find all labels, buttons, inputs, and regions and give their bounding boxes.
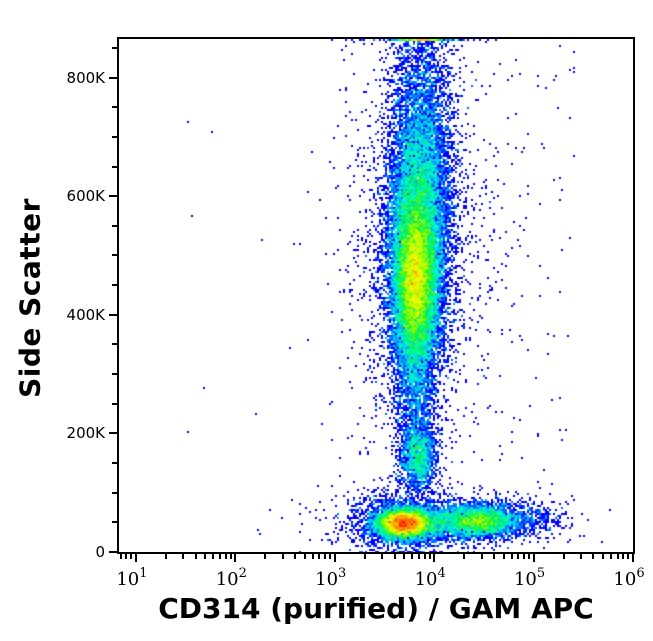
y-tick-label: 200K xyxy=(66,424,105,443)
y-tick-label: 0 xyxy=(95,543,105,561)
y-minor-tick xyxy=(112,254,117,257)
x-axis-title: CD314 (purified) / GAM APC xyxy=(158,592,594,625)
x-minor-tick xyxy=(393,554,396,559)
y-minor-tick xyxy=(112,284,117,287)
x-minor-tick xyxy=(318,554,321,559)
x-minor-tick xyxy=(517,554,520,559)
x-tick-label: 102 xyxy=(215,566,247,590)
y-axis-title: Side Scatter xyxy=(13,198,47,398)
y-minor-tick xyxy=(112,46,117,49)
density-scatter-canvas xyxy=(119,39,633,552)
x-minor-tick xyxy=(493,554,496,559)
y-major-tick xyxy=(109,432,117,435)
x-minor-tick xyxy=(622,554,625,559)
x-minor-tick xyxy=(182,554,185,559)
x-minor-tick xyxy=(423,554,426,559)
x-minor-tick xyxy=(381,554,384,559)
x-minor-tick xyxy=(194,554,197,559)
x-major-tick xyxy=(532,554,535,562)
x-minor-tick xyxy=(480,554,483,559)
y-minor-tick xyxy=(112,521,117,524)
x-minor-tick xyxy=(363,554,366,559)
y-major-tick xyxy=(109,195,117,198)
x-major-tick xyxy=(632,554,634,562)
x-tick-label: 101 xyxy=(116,566,148,590)
x-minor-tick xyxy=(294,554,297,559)
y-minor-tick xyxy=(112,373,117,376)
y-minor-tick xyxy=(112,135,117,138)
x-minor-tick xyxy=(329,554,332,559)
plot-area: 101 102 103 104 105 106 0 200K 400K 600K 800K xyxy=(67,37,645,590)
x-minor-tick xyxy=(528,554,531,559)
x-minor-tick xyxy=(164,554,167,559)
x-minor-tick xyxy=(281,554,284,559)
x-minor-tick xyxy=(428,554,431,559)
x-minor-tick xyxy=(417,554,420,559)
y-minor-tick xyxy=(112,165,117,168)
y-tick-label: 400K xyxy=(66,305,105,324)
x-minor-tick xyxy=(311,554,314,559)
x-minor-tick xyxy=(580,554,582,559)
x-minor-tick xyxy=(324,554,327,559)
x-tick-label: 105 xyxy=(513,566,546,590)
x-minor-tick xyxy=(463,554,466,559)
x-minor-tick xyxy=(125,554,128,559)
y-major-tick xyxy=(109,551,117,553)
x-minor-tick xyxy=(303,554,306,559)
y-major-tick xyxy=(109,313,117,316)
x-minor-tick xyxy=(609,554,612,559)
x-minor-tick xyxy=(212,554,215,559)
x-minor-tick xyxy=(204,554,207,559)
x-minor-tick xyxy=(264,554,267,559)
x-minor-tick xyxy=(616,554,619,559)
x-minor-tick xyxy=(224,554,227,559)
x-major-tick xyxy=(433,554,436,562)
y-major-tick xyxy=(109,76,117,79)
y-tick-label: 600K xyxy=(66,187,105,206)
y-minor-tick xyxy=(112,462,117,465)
y-tick-label: 800K xyxy=(66,68,105,87)
x-minor-tick xyxy=(218,554,221,559)
x-minor-tick xyxy=(229,554,232,559)
x-tick-label: 103 xyxy=(315,566,347,590)
x-minor-tick xyxy=(411,554,414,559)
x-minor-tick xyxy=(602,554,605,559)
x-minor-tick xyxy=(522,554,525,559)
y-minor-tick xyxy=(112,106,117,109)
x-minor-tick xyxy=(510,554,513,559)
x-tick-label: 104 xyxy=(414,566,446,590)
x-major-tick xyxy=(333,554,336,562)
y-minor-tick xyxy=(112,491,117,494)
x-major-tick xyxy=(234,554,237,562)
x-minor-tick xyxy=(130,554,133,559)
x-minor-tick xyxy=(502,554,505,559)
x-minor-tick xyxy=(403,554,406,559)
x-minor-tick xyxy=(627,554,630,559)
x-minor-tick xyxy=(119,554,122,559)
x-minor-tick xyxy=(562,554,565,559)
y-minor-tick xyxy=(112,343,117,346)
x-tick-label: 106 xyxy=(613,566,645,590)
y-minor-tick xyxy=(112,224,117,227)
x-minor-tick xyxy=(592,554,595,559)
y-minor-tick xyxy=(112,402,117,405)
x-major-tick xyxy=(134,554,137,562)
